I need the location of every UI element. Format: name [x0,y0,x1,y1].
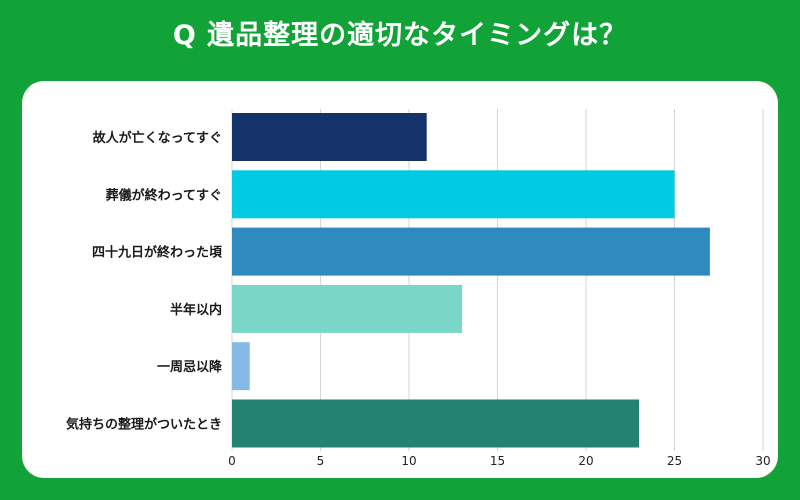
x-tick-label: 0 [228,454,236,468]
bar [232,284,463,333]
category-label: 半年以内 [170,302,222,318]
bars [232,113,710,448]
category-label: 故人が亡くなってすぐ [93,130,222,146]
x-axis-tick-labels: 0 5 10 15 20 25 30 [228,454,770,468]
x-tick-label: 15 [490,454,505,468]
category-label: 一周忌以降 [157,359,223,375]
bar [232,113,427,161]
bar [232,170,675,219]
category-label: 気持ちの整理がついたとき [66,417,222,433]
x-tick-label: 30 [755,454,770,468]
x-tick-label: 20 [578,454,593,468]
x-tick-label: 5 [317,454,325,468]
bar-chart: 故人が亡くなってすぐ葬儀が終わってすぐ四十九日が終わった頃半年以内一周忌以降気持… [66,109,771,468]
x-tick-label: 10 [401,454,416,468]
category-label: 四十九日が終わった頃 [92,245,223,261]
x-tick-label: 25 [667,454,682,468]
chart-title: Q 遺品整理の適切なタイミングは？ [172,20,628,51]
bar [232,399,640,448]
category-label: 葬儀が終わってすぐ [106,187,222,203]
gridlines [231,109,764,451]
category-labels: 故人が亡くなってすぐ葬儀が終わってすぐ四十九日が終わった頃半年以内一周忌以降気持… [66,130,223,433]
bar [232,227,710,276]
bar [232,342,250,391]
chart-card: 故人が亡くなってすぐ葬儀が終わってすぐ四十九日が終わった頃半年以内一周忌以降気持… [22,81,778,478]
